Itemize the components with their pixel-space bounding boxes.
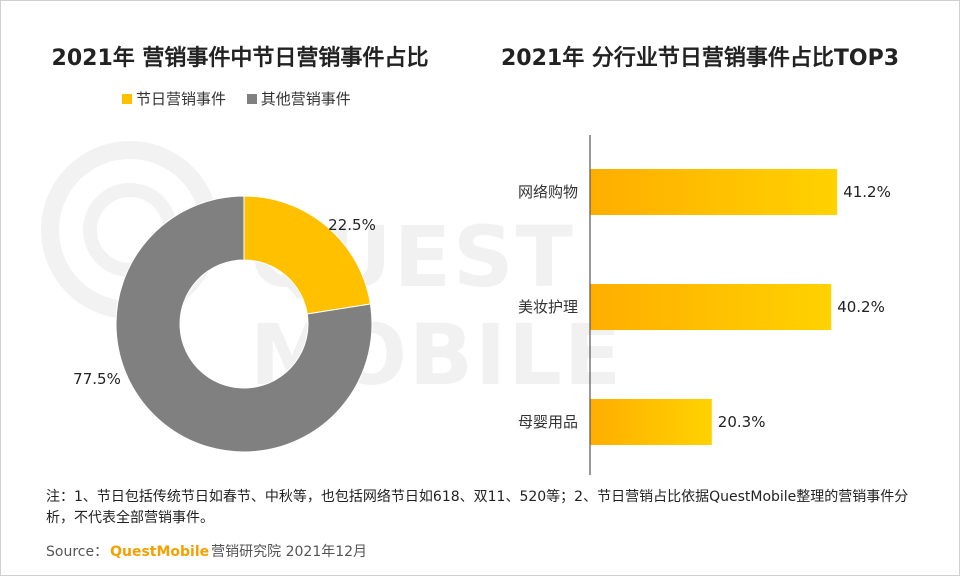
bar-0: [590, 169, 838, 215]
bar-value-label-1: 40.2%: [837, 298, 885, 316]
legend-item-other: 其他营销事件: [246, 88, 351, 109]
source-suffix: 营销研究院 2021年12月: [211, 544, 368, 560]
donut-slice-0: [243, 195, 371, 315]
bar-value-label-0: 41.2%: [843, 183, 891, 201]
bar-2: [590, 399, 712, 445]
source-prefix: Source：: [46, 544, 109, 560]
source-brand: QuestMobile: [110, 544, 210, 560]
legend-swatch-other: [246, 93, 257, 104]
bar-category-label-2: 母婴用品: [518, 413, 578, 431]
bar-chart: 网络购物 41.2% 美妆护理 40.2% 母婴用品 20.3%: [518, 135, 891, 475]
legend-label-other: 其他营销事件: [260, 90, 351, 108]
source-line: Source： QuestMobile 营销研究院 2021年12月: [46, 541, 367, 561]
donut-label-other: 77.5%: [73, 370, 121, 388]
donut-chart: 22.5% 77.5%: [73, 195, 376, 453]
legend-item-festival: 节日营销事件: [122, 88, 226, 109]
bar-value-label-2: 20.3%: [718, 413, 766, 431]
legend-label-festival: 节日营销事件: [136, 90, 227, 108]
footnote: 注：1、节日包括传统节日如春节、中秋等，也包括网络节日如618、双11、520等…: [46, 489, 909, 526]
donut-chart-title: 2021年 营销事件中节日营销事件占比: [51, 46, 429, 71]
donut-label-festival: 22.5%: [328, 216, 376, 234]
bar-chart-title: 2021年 分行业节日营销事件占比TOP3: [500, 46, 900, 71]
bar-category-label-1: 美妆护理: [518, 298, 578, 316]
bar-category-label-0: 网络购物: [518, 183, 578, 201]
donut-legend: 节日营销事件 其他营销事件: [122, 88, 367, 109]
donut-slice-1: [115, 195, 373, 453]
legend-swatch-festival: [122, 93, 132, 104]
bar-1: [590, 284, 832, 330]
